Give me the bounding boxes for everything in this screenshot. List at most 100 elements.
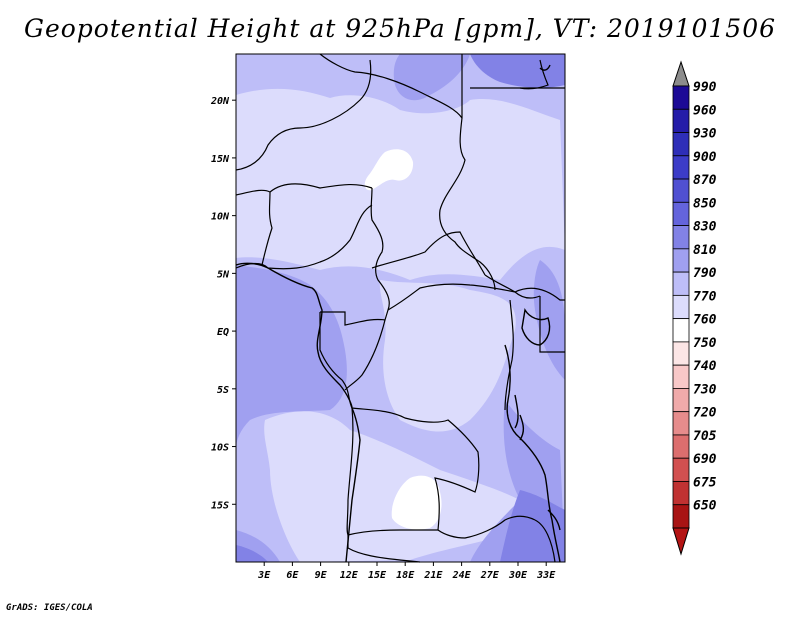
colorbar-label: 650: [693, 499, 717, 514]
field-region: [236, 88, 565, 280]
lon-tick-label: 24E: [452, 570, 472, 581]
coast-detail: [539, 64, 551, 71]
lake-outline: [521, 308, 551, 346]
colorbar-segment: [672, 85, 690, 110]
boundary-line: [514, 287, 565, 301]
colorbar-segment: [672, 434, 690, 459]
colorbar: 990 960 930 900 870 850 830 810 790 770 760 750 740 7…: [672, 60, 717, 556]
lon-tick-label: 33E: [536, 570, 556, 581]
field-region: [391, 475, 442, 530]
longitude-axis: 3E 6E 9E 12E 15E 18E 21E 24E 27E 30E 33E: [257, 562, 556, 581]
lat-tick-label: 10N: [211, 212, 230, 223]
boundary-line: [346, 407, 354, 536]
field-region: [470, 54, 565, 88]
colorbar-label: 930: [693, 127, 717, 142]
colorbar-bottom-arrow: [672, 527, 690, 556]
colorbar-label: 900: [693, 150, 717, 165]
map-frame: [235, 53, 566, 563]
coastline-east: [504, 344, 561, 563]
lon-tick-label: 15E: [368, 570, 387, 581]
field-region: [364, 149, 414, 191]
boundary-line: [370, 187, 390, 311]
coastline: [235, 64, 561, 563]
colorbar-label: 690: [693, 452, 717, 467]
colorbar-label: 705: [693, 429, 717, 444]
colorbar-label: 990: [693, 80, 717, 95]
boundary-line: [504, 299, 514, 411]
colorbar-top-arrow: [672, 60, 690, 87]
boundary-line: [439, 54, 496, 291]
colorbar-segment: [672, 504, 690, 529]
boundary-line: [235, 183, 373, 196]
lon-tick-label: 3E: [257, 570, 271, 581]
colorbar-label: 870: [693, 173, 717, 188]
lat-tick-label: 15S: [211, 500, 229, 511]
colorbar-label: 760: [693, 313, 717, 328]
lon-tick-label: 27E: [480, 570, 500, 581]
colorbar-segment: [672, 457, 690, 482]
colorbar-label: 675: [693, 475, 717, 490]
boundary-line: [319, 53, 463, 119]
boundary-line: [519, 59, 549, 90]
boundary-line: [235, 59, 372, 171]
colorbar-segment: [672, 108, 690, 133]
height-field-regions: [236, 54, 565, 562]
colorbar-segments: [672, 85, 690, 529]
boundary-line: [344, 319, 386, 391]
colorbar-label: 730: [693, 382, 717, 397]
coastline-west: [235, 262, 361, 563]
colorbar-segment: [672, 481, 690, 506]
colorbar-label: 830: [693, 220, 717, 235]
colorbar-label: 960: [693, 103, 717, 118]
colorbar-segment: [672, 341, 690, 366]
field-region: [500, 490, 565, 562]
colorbar-label: 790: [693, 266, 717, 281]
colorbar-label: 740: [693, 359, 717, 374]
boundary-line: [484, 274, 516, 293]
lake-outline: [514, 394, 525, 441]
colorbar-segment: [672, 248, 690, 273]
colorbar-segment: [672, 388, 690, 413]
colorbar-segment: [672, 364, 690, 389]
boundary-line: [235, 204, 373, 270]
colorbar-segment: [672, 155, 690, 180]
lat-tick-label: 10S: [211, 443, 229, 454]
lake-outline: [547, 509, 561, 531]
colorbar-labels: 990 960 930 900 870 850 830 810 790 770 760 750 740 7…: [693, 80, 717, 514]
colorbar-label: 770: [693, 289, 717, 304]
field-region: [264, 411, 520, 562]
boundary-line: [261, 191, 273, 266]
lat-tick-label: EQ: [217, 327, 229, 338]
colorbar-segment: [672, 178, 690, 203]
colorbar-segment: [672, 201, 690, 226]
lat-tick-label: 20N: [210, 96, 230, 107]
colorbar-label: 750: [693, 336, 717, 351]
boundary-line: [347, 407, 480, 536]
field-region: [236, 545, 268, 562]
lat-tick-label: 5N: [217, 269, 230, 280]
boundary-line: [534, 519, 556, 563]
colorbar-label: 850: [693, 196, 717, 211]
map-title: Geopotential Height at 925hPa [gpm], VT:…: [23, 14, 777, 43]
lon-tick-label: 30E: [508, 570, 528, 581]
lat-tick-label: 15N: [211, 154, 230, 165]
field-region: [236, 265, 347, 450]
colorbar-segment: [672, 225, 690, 250]
lon-tick-label: 12E: [340, 570, 359, 581]
boundary-line: [371, 231, 486, 276]
lat-tick-label: 5S: [217, 385, 229, 396]
latitude-axis: 20N 15N 10N 5N EQ 5S 10S 15S: [210, 96, 236, 511]
field-region: [379, 280, 516, 432]
grads-credit: GrADS: IGES/COLA: [6, 603, 93, 613]
colorbar-segment: [672, 411, 690, 436]
map-panel: 20N 15N 10N 5N EQ 5S 10S 15S 3E 6E 9E 12E 15E 18E 21E…: [210, 53, 566, 581]
colorbar-label: 720: [693, 406, 717, 421]
colorbar-label: 810: [693, 243, 717, 258]
country-boundaries: [235, 53, 565, 563]
colorbar-segment: [672, 271, 690, 296]
colorbar-segment: [672, 294, 690, 320]
lon-tick-label: 9E: [315, 570, 328, 581]
colorbar-segment: [672, 318, 690, 343]
boundary-line: [437, 515, 536, 539]
